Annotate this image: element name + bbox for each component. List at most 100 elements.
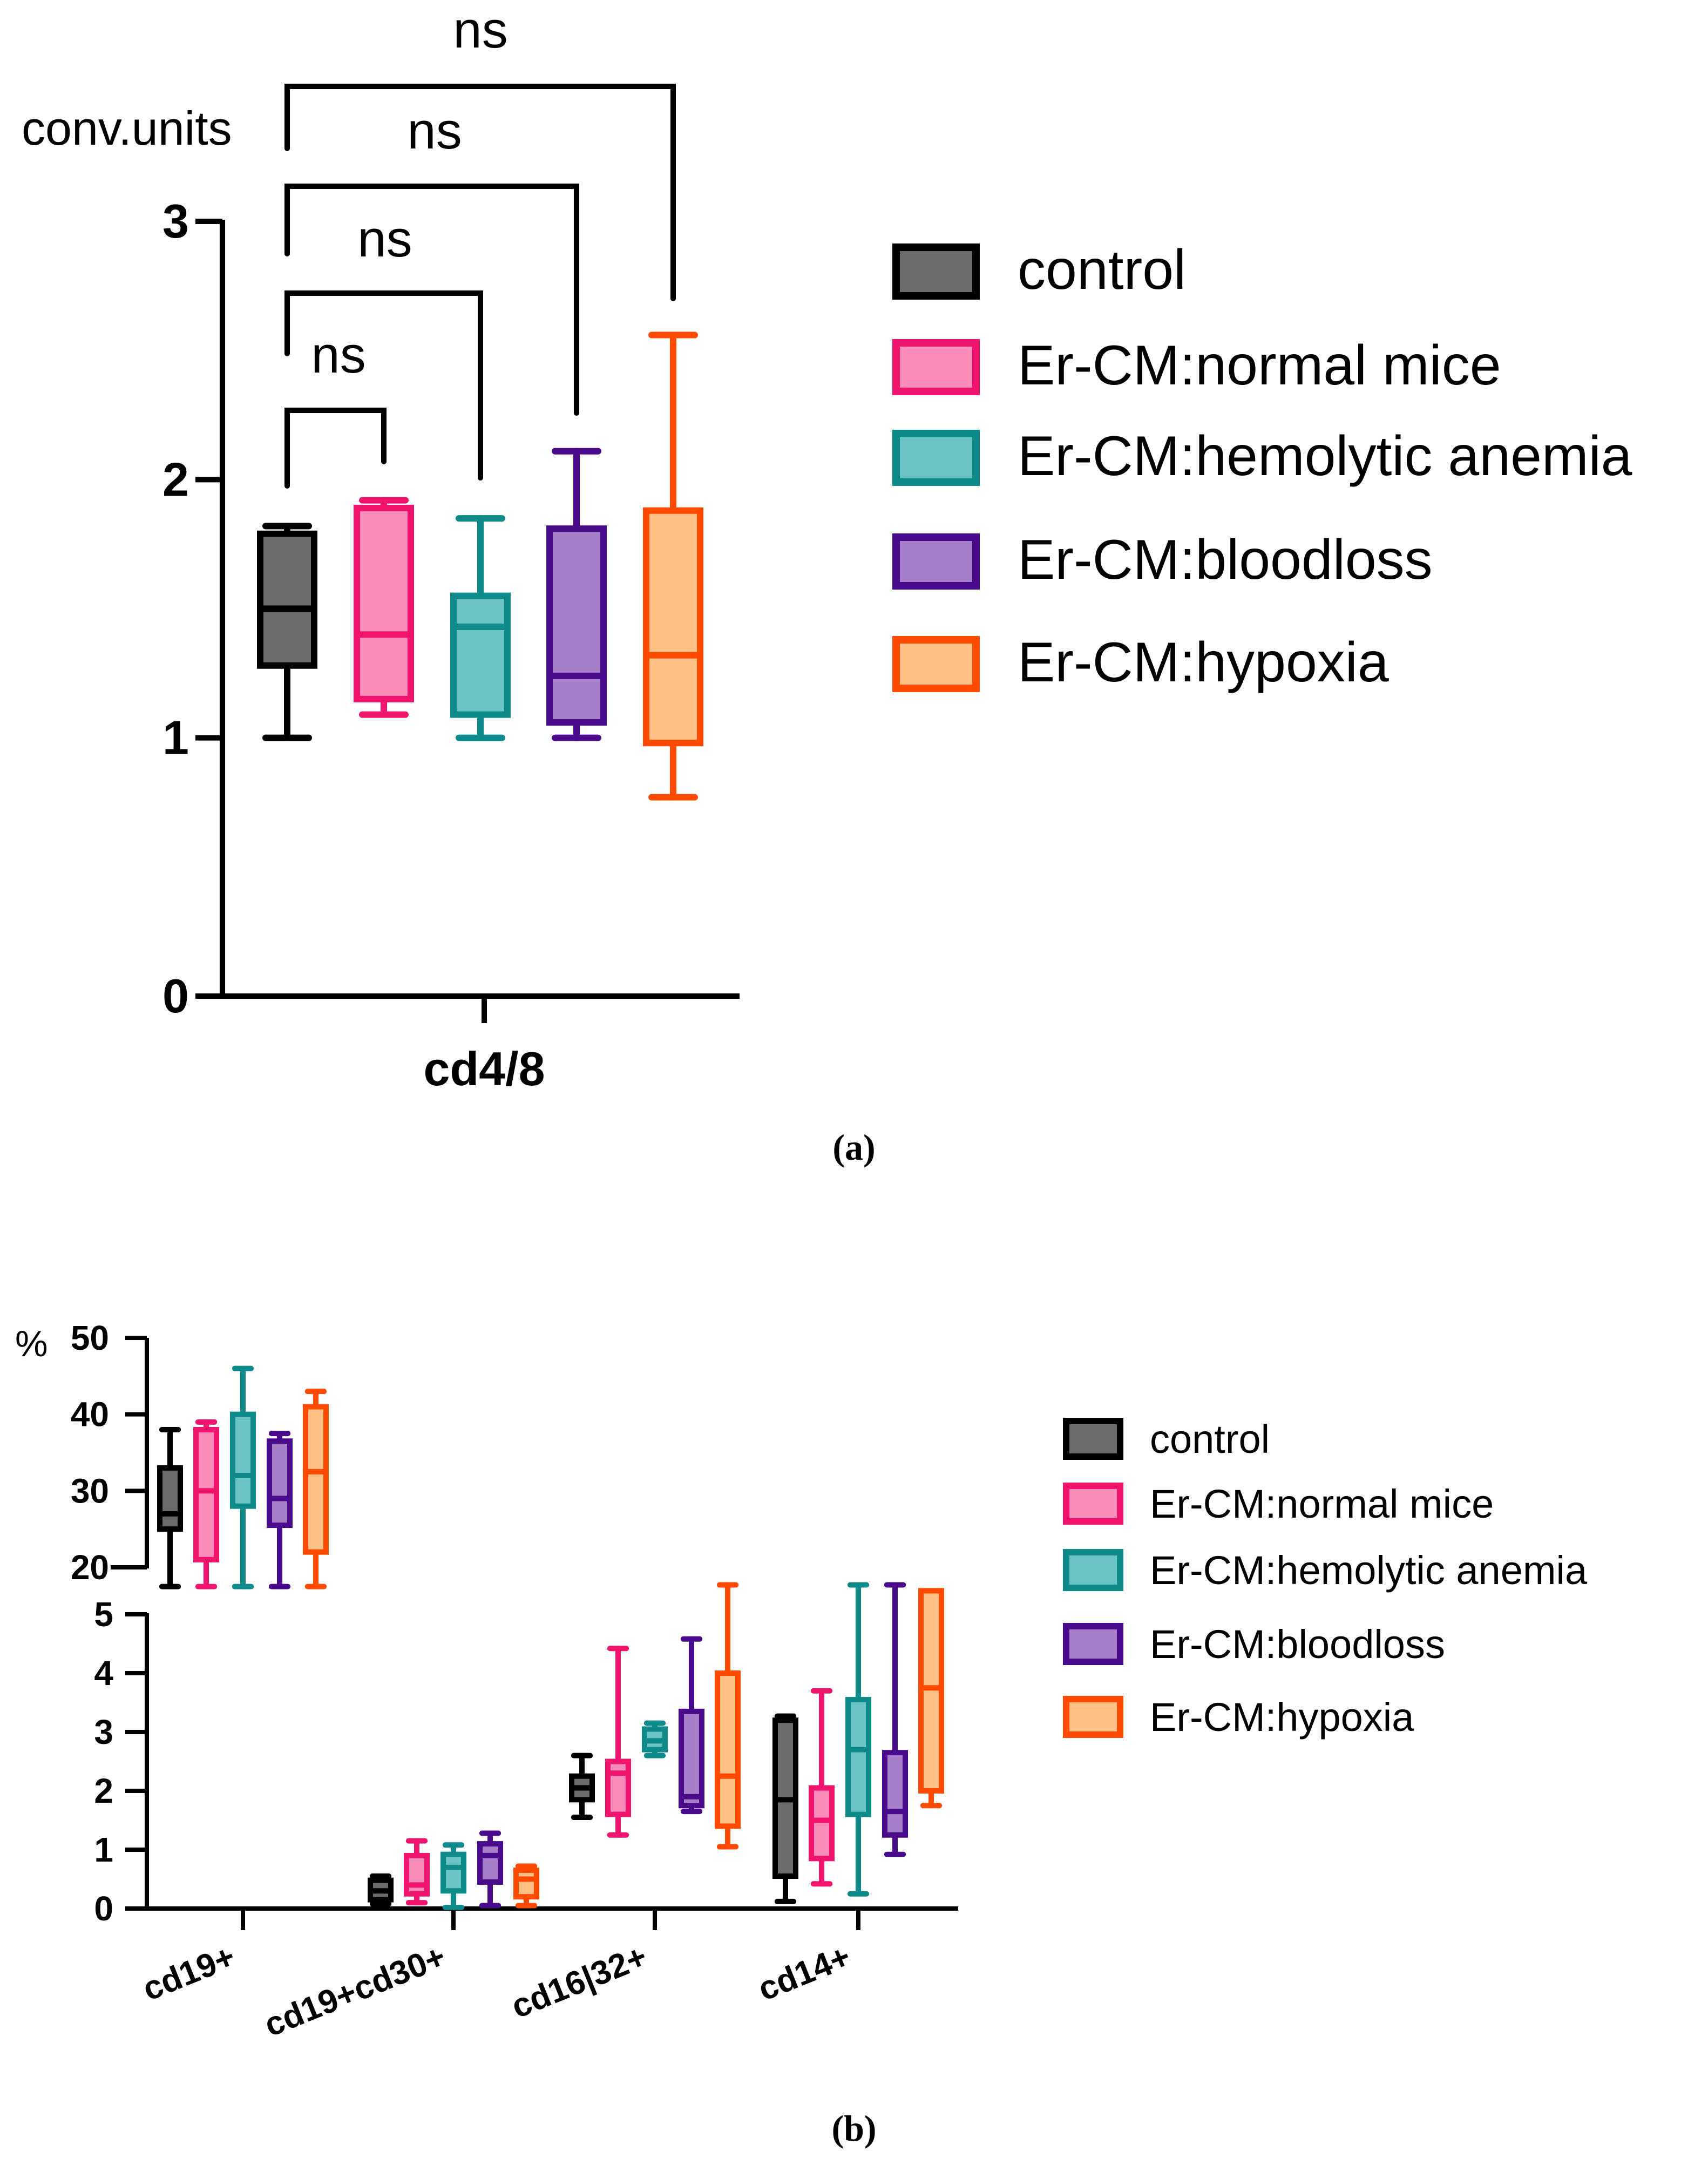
panel-a-significance-brackets: ns ns ns ns bbox=[284, 1, 676, 489]
panel-b-box-hypoxia-2 bbox=[715, 1582, 741, 1850]
panel-a-legend-swatch-hemolytic bbox=[892, 430, 980, 486]
panel-b-box-hemolytic-3-iqr-box bbox=[845, 1697, 871, 1817]
panel-a-box-bloodloss-iqr-box bbox=[546, 525, 607, 726]
panel-b-box-hemolytic-0 bbox=[230, 1365, 256, 1589]
panel-b-box-hemolytic-1 bbox=[440, 1842, 466, 1910]
panel-a-ns-label: ns bbox=[453, 1, 507, 59]
panel-b-legend-label-bloodloss: Er-CM:bloodloss bbox=[1150, 1622, 1445, 1667]
panel-a-ns-label: ns bbox=[407, 102, 462, 160]
panel-b-box-bloodloss-3-iqr-box bbox=[882, 1750, 908, 1838]
panel-b-box-control-3 bbox=[772, 1713, 798, 1904]
panel-b-legend-swatch-control bbox=[1063, 1418, 1123, 1460]
panel-a-box-hemolytic bbox=[450, 515, 511, 741]
panel-b-box-normal-0-iqr-box bbox=[193, 1427, 219, 1562]
panel-b-legend-label-hemolytic: Er-CM:hemolytic anemia bbox=[1150, 1548, 1588, 1593]
panel-b-y-label: % bbox=[15, 1323, 48, 1364]
panel-a-y-tick-label: 2 bbox=[162, 452, 189, 506]
panel-a-legend-label-normal: Er-CM:normal mice bbox=[1018, 334, 1501, 397]
panel-b-legend-label-normal: Er-CM:normal mice bbox=[1150, 1481, 1494, 1526]
panel-b-x-tick-label: cd19+cd30+ bbox=[259, 1938, 451, 2044]
panel-b-y-tick-label-lower: 3 bbox=[94, 1713, 113, 1751]
panel-b-box-hypoxia-1-iqr-box bbox=[513, 1868, 539, 1900]
panel-b-box-normal-0 bbox=[193, 1419, 219, 1589]
panel-b-x-tick-label: cd16|32+ bbox=[506, 1938, 653, 2026]
panel-b-y-tick-label-lower: 2 bbox=[94, 1771, 113, 1810]
panel-b-box-normal-2-iqr-box bbox=[605, 1758, 631, 1817]
panel-b-legend-swatch-hypoxia bbox=[1063, 1696, 1123, 1738]
panel-b-legend-swatch-hemolytic bbox=[1063, 1549, 1123, 1591]
panel-b-box-bloodloss-0-iqr-box bbox=[267, 1438, 293, 1528]
panel-b-legend-label-hypoxia: Er-CM:hypoxia bbox=[1150, 1695, 1414, 1740]
panel-b-box-bloodloss-3 bbox=[882, 1582, 908, 1857]
panel-b-box-hypoxia-3 bbox=[918, 1588, 944, 1809]
panel-a-bracket bbox=[284, 184, 579, 416]
panel-a-ns-label: ns bbox=[357, 210, 412, 268]
panel-b-y-axis: 20 30 40 50 0 1 2 3 4 5 bbox=[71, 1318, 149, 1928]
panel-a-box-bloodloss bbox=[546, 448, 607, 741]
panel-a-box-normal bbox=[354, 497, 414, 718]
panel-b-box-normal-1 bbox=[404, 1838, 430, 1906]
panel-a-box-control-iqr-box bbox=[257, 530, 317, 669]
panel-b-box-hypoxia-2-iqr-box bbox=[715, 1670, 741, 1829]
panel-b-box-bloodloss-1-iqr-box bbox=[477, 1841, 503, 1885]
panel-a-y-axis: 0 1 2 3 bbox=[162, 194, 225, 1023]
panel-a-legend-swatch-hypoxia bbox=[892, 636, 980, 692]
panel-a: conv.units 0 1 2 3 cd4/8 ns ns ns ns control Er… bbox=[22, 1, 1632, 1168]
panel-b-box-hemolytic-3 bbox=[845, 1582, 871, 1897]
panel-a-legend-label-hypoxia: Er-CM:hypoxia bbox=[1018, 631, 1389, 694]
panel-b-box-hemolytic-1-iqr-box bbox=[440, 1851, 466, 1894]
panel-a-bracket bbox=[284, 408, 387, 489]
panel-b-y-tick-label-upper: 40 bbox=[71, 1395, 109, 1434]
panel-a-x-axis bbox=[220, 993, 740, 1023]
panel-a-legend-swatch-bloodloss bbox=[892, 533, 980, 590]
panel-b: % 20 30 40 50 0 1 2 3 4 5 cd19+ cd19+cd30+ cd16|32+… bbox=[15, 1318, 1588, 2149]
panel-a-box-hypoxia-iqr-box bbox=[643, 507, 703, 747]
panel-a-caption: (a) bbox=[832, 1127, 875, 1168]
panel-a-legend-label-bloodloss: Er-CM:bloodloss bbox=[1018, 529, 1433, 591]
panel-b-box-hypoxia-0-iqr-box bbox=[303, 1404, 329, 1555]
panel-a-y-tick-label: 3 bbox=[162, 194, 189, 248]
panel-b-legend: control Er-CM:normal mice Er-CM:hemolytic … bbox=[1063, 1417, 1588, 1740]
panel-a-y-tick-label: 0 bbox=[162, 969, 189, 1023]
panel-a-boxes bbox=[257, 331, 703, 801]
panel-b-boxes bbox=[157, 1365, 944, 1910]
panel-a-bracket bbox=[284, 290, 483, 481]
panel-a-legend-swatch-normal bbox=[892, 339, 980, 395]
panel-b-box-normal-3 bbox=[809, 1688, 835, 1887]
panel-b-legend-swatch-bloodloss bbox=[1063, 1623, 1123, 1665]
panel-b-box-bloodloss-1 bbox=[477, 1830, 503, 1909]
panel-a-legend-label-hemolytic: Er-CM:hemolytic anemia bbox=[1018, 425, 1632, 488]
panel-b-box-control-2 bbox=[569, 1753, 595, 1821]
panel-b-box-control-1 bbox=[368, 1873, 394, 1907]
panel-b-box-hypoxia-0 bbox=[303, 1389, 329, 1589]
panel-b-box-bloodloss-0 bbox=[267, 1431, 293, 1589]
panel-a-box-normal-iqr-box bbox=[354, 504, 414, 702]
panel-b-legend-swatch-normal bbox=[1063, 1483, 1123, 1525]
panel-b-box-bloodloss-2-iqr-box bbox=[679, 1708, 704, 1809]
panel-b-y-tick-label-lower: 0 bbox=[94, 1889, 113, 1928]
panel-b-y-tick-label-upper: 20 bbox=[71, 1548, 109, 1587]
panel-b-box-control-0 bbox=[157, 1427, 183, 1589]
panel-b-box-normal-1-iqr-box bbox=[404, 1852, 430, 1897]
panel-b-x-tick-label: cd19+ bbox=[138, 1938, 240, 2008]
panel-a-y-tick-label: 1 bbox=[162, 711, 189, 764]
panel-b-legend-label-control: control bbox=[1150, 1417, 1270, 1462]
panel-b-caption: (b) bbox=[831, 2108, 876, 2149]
panel-a-y-label: conv.units bbox=[22, 102, 232, 155]
panel-a-legend-swatch-control bbox=[892, 243, 980, 300]
panel-b-box-hypoxia-3-iqr-box bbox=[918, 1588, 944, 1794]
panel-a-legend-label-control: control bbox=[1018, 239, 1186, 301]
panel-b-box-bloodloss-2 bbox=[679, 1636, 704, 1815]
panel-a-ns-label: ns bbox=[311, 326, 365, 384]
panel-b-x-axis: cd19+ cd19+cd30+ cd16|32+ cd14+ bbox=[138, 1906, 958, 2044]
panel-b-box-normal-3-iqr-box bbox=[809, 1785, 835, 1862]
panel-a-x-label: cd4/8 bbox=[423, 1042, 545, 1095]
panel-a-box-control bbox=[257, 523, 317, 741]
panel-a-box-hypoxia bbox=[643, 331, 703, 801]
panel-b-y-tick-label-upper: 30 bbox=[71, 1471, 109, 1510]
panel-b-y-tick-label-upper: 50 bbox=[71, 1318, 109, 1357]
panel-b-box-control-0-iqr-box bbox=[157, 1465, 183, 1532]
panel-b-box-hemolytic-2 bbox=[642, 1720, 668, 1758]
panel-a-bracket bbox=[284, 84, 676, 301]
